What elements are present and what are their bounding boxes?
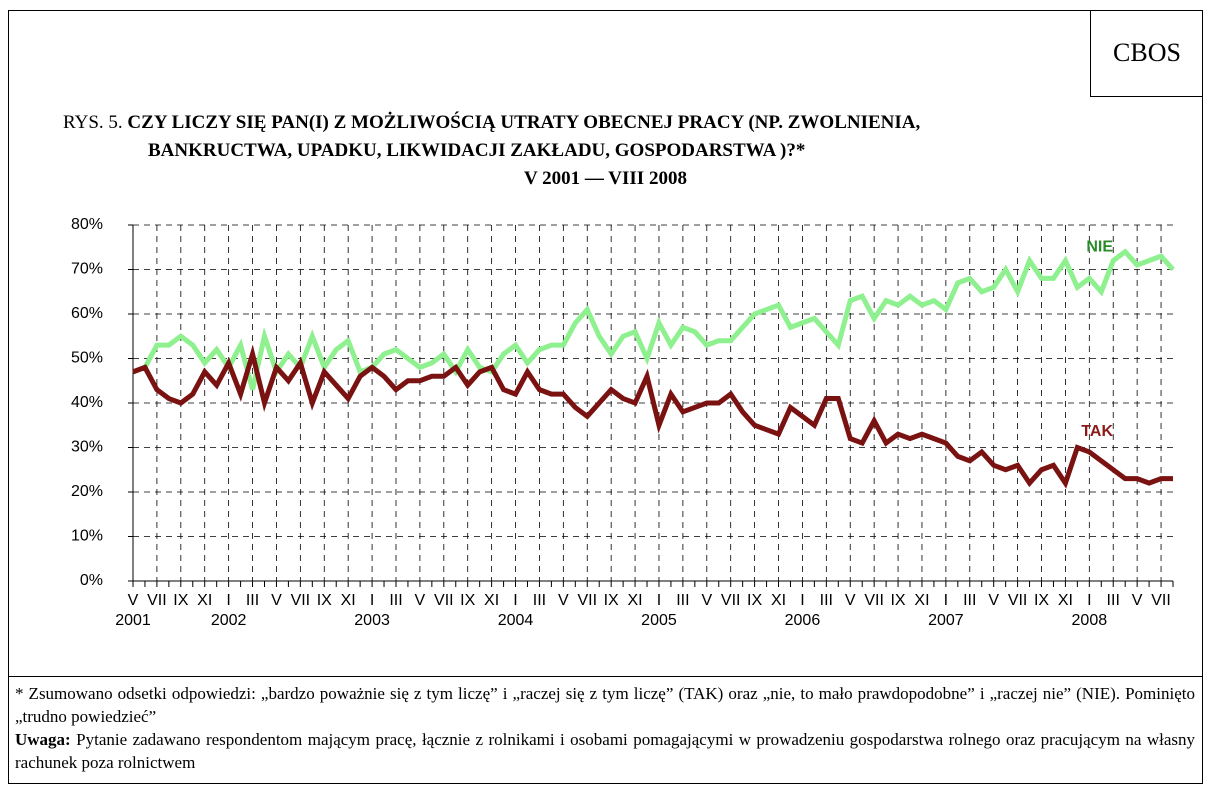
x-tick-label: I [800, 592, 804, 609]
title: CZY LICZY SIĘ PAN(I) Z MOŻLIWOŚCIĄ UTRAT… [127, 112, 921, 133]
x-tick-label: I [944, 592, 948, 609]
x-tick-label: V [1132, 592, 1143, 609]
x-tick-label: XI [484, 592, 499, 609]
x-tick-label: VII [577, 592, 597, 609]
figure-label: RYS. 5. [63, 112, 123, 133]
footnote: * Zsumowano odsetki odpowiedzi: „bardzo … [15, 682, 1195, 774]
x-tick-label: III [1107, 592, 1120, 609]
x-tick-label: IX [317, 592, 332, 609]
x-tick-label: IX [604, 592, 619, 609]
title-line: RYS. 5. CZY LICZY SIĘ PAN(I) Z MOŻLIWOŚC… [63, 112, 920, 134]
x-tick-label: XI [341, 592, 356, 609]
x-tick-label: V [701, 592, 712, 609]
y-tick-label: 30% [71, 439, 103, 456]
y-tick-label: 20% [71, 483, 103, 500]
x-tick-label: III [676, 592, 689, 609]
year-label: 2007 [928, 612, 964, 629]
separator [8, 676, 1203, 677]
x-tick-label: I [1087, 592, 1091, 609]
x-tick-label: IX [890, 592, 905, 609]
x-tick-label: XI [197, 592, 212, 609]
x-tick-label: IX [173, 592, 188, 609]
x-tick-label: IX [460, 592, 475, 609]
series-label: NIE [1086, 239, 1113, 256]
frame [8, 10, 1203, 784]
year-label: 2008 [1072, 612, 1108, 629]
x-tick-label: I [370, 592, 374, 609]
year-label: 2002 [211, 612, 247, 629]
y-tick-label: 50% [71, 350, 103, 367]
x-tick-label: IX [1034, 592, 1049, 609]
year-label: 2006 [785, 612, 821, 629]
note-text: Pytanie zadawano respondentom mającym pr… [15, 730, 1195, 772]
x-tick-label: V [128, 592, 139, 609]
x-tick-label: VII [147, 592, 167, 609]
year-label: 2001 [115, 612, 151, 629]
x-tick-label: VII [721, 592, 741, 609]
x-tick-label: I [226, 592, 230, 609]
x-tick-label: III [389, 592, 402, 609]
y-tick-label: 0% [80, 572, 103, 589]
series-line [132, 344, 1173, 489]
x-tick-label: V [271, 592, 282, 609]
x-tick-label: V [558, 592, 569, 609]
note-label: Uwaga: [15, 730, 71, 749]
y-tick-label: 70% [71, 261, 103, 278]
series-label: TAK [1081, 423, 1113, 440]
x-tick-label: V [415, 592, 426, 609]
source: CBOS [1090, 10, 1203, 97]
x-tick-label: VII [1008, 592, 1028, 609]
note: Uwaga: Pytanie zadawano respondentom maj… [15, 728, 1195, 774]
y-tick-label: 80% [71, 216, 103, 233]
x-tick-label: VII [291, 592, 311, 609]
year-label: 2005 [641, 612, 677, 629]
x-tick-label: I [513, 592, 517, 609]
year-label: 2004 [498, 612, 534, 629]
x-tick-label: III [533, 592, 546, 609]
y-tick-label: 60% [71, 305, 103, 322]
y-tick-label: 10% [71, 528, 103, 545]
year-label: 2003 [354, 612, 390, 629]
x-tick-label: III [246, 592, 259, 609]
x-tick-label: V [988, 592, 999, 609]
footnote-text: * Zsumowano odsetki odpowiedzi: „bardzo … [15, 684, 1195, 726]
y-tick-label: 40% [71, 394, 103, 411]
series-line [132, 248, 1175, 391]
x-tick-label: IX [747, 592, 762, 609]
x-tick-label: VII [1151, 592, 1171, 609]
x-tick-label: XI [914, 592, 929, 609]
x-tick-label: VII [864, 592, 884, 609]
x-tick-label: I [657, 592, 661, 609]
x-tick-label: V [845, 592, 856, 609]
x-tick-label: XI [1058, 592, 1073, 609]
x-tick-label: III [820, 592, 833, 609]
subtitle: V 2001 — VIII 2008 [524, 168, 687, 189]
x-tick-label: III [963, 592, 976, 609]
x-tick-label: XI [771, 592, 786, 609]
x-tick-label: VII [434, 592, 454, 609]
title-line: BANKRUCTWA, UPADKU, LIKWIDACJI ZAKŁADU, … [148, 140, 806, 161]
x-tick-label: XI [628, 592, 643, 609]
